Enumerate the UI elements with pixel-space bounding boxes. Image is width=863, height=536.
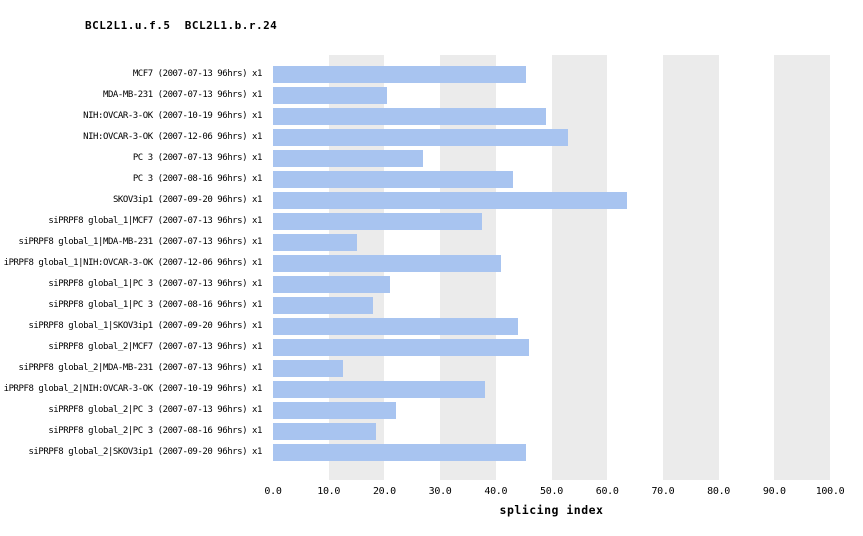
- x-axis-tick-label: 0.0: [264, 486, 282, 497]
- bar: [273, 191, 627, 209]
- bar: [273, 317, 519, 335]
- chart-title: BCL2L1.u.f.5 BCL2L1.b.r.24: [85, 19, 278, 32]
- y-axis-label: siPRPF8 global_2|MDA-MB-231 (2007-07-13 …: [18, 363, 263, 373]
- bar: [273, 149, 424, 167]
- grid-band: [774, 55, 830, 480]
- x-axis-title: splicing index: [499, 503, 604, 517]
- x-axis-tick-label: 80.0: [707, 486, 731, 497]
- x-axis-tick-label: 30.0: [428, 486, 452, 497]
- bar: [273, 86, 388, 104]
- x-axis-tick-label: 100.0: [815, 486, 845, 497]
- grid-band: [662, 55, 719, 480]
- bar: [273, 128, 569, 146]
- y-axis-label: PC 3 (2007-07-13 96hrs) x1: [132, 153, 263, 163]
- y-axis-label: NIH:OVCAR-3-OK (2007-12-06 96hrs) x1: [83, 132, 262, 142]
- grid-band: [551, 55, 608, 480]
- bar: [273, 65, 527, 83]
- y-axis-label: iPRPF8 global_2|NIH:OVCAR-3-OK (2007-10-…: [3, 384, 263, 394]
- bar: [273, 296, 374, 314]
- x-axis-tick-label: 20.0: [372, 486, 396, 497]
- bar: [273, 422, 377, 440]
- y-axis-label: siPRPF8 global_2|MCF7 (2007-07-13 96hrs)…: [48, 342, 262, 352]
- y-axis-label: MDA-MB-231 (2007-07-13 96hrs) x1: [103, 90, 262, 100]
- bar: [273, 254, 502, 272]
- bar: [273, 212, 482, 230]
- x-axis-tick-label: 90.0: [762, 486, 786, 497]
- y-axis-label: siPRPF8 global_1|MCF7 (2007-07-13 96hrs)…: [48, 216, 262, 226]
- y-axis-label: MCF7 (2007-07-13 96hrs) x1: [132, 69, 263, 79]
- y-axis-label: iPRPF8 global_1|NIH:OVCAR-3-OK (2007-12-…: [3, 258, 263, 268]
- bar: [273, 338, 530, 356]
- x-axis-tick-label: 40.0: [484, 486, 508, 497]
- x-axis-tick-label: 50.0: [540, 486, 563, 497]
- bar: [273, 401, 396, 419]
- y-axis-label: siPRPF8 global_1|MDA-MB-231 (2007-07-13 …: [18, 237, 263, 247]
- bar: [273, 275, 390, 293]
- bar: [273, 107, 546, 125]
- x-axis-tick-label: 70.0: [651, 486, 675, 497]
- bar: [273, 233, 357, 251]
- y-axis-label: siPRPF8 global_2|PC 3 (2007-08-16 96hrs)…: [48, 426, 262, 436]
- plot-area: [273, 55, 830, 480]
- y-axis-label: NIH:OVCAR-3-OK (2007-10-19 96hrs) x1: [83, 111, 262, 121]
- bar: [273, 380, 485, 398]
- x-axis-tick-label: 10.0: [317, 486, 341, 497]
- bar: [273, 443, 527, 461]
- y-axis-label: PC 3 (2007-08-16 96hrs) x1: [132, 174, 263, 184]
- y-axis-label: siPRPF8 global_1|PC 3 (2007-08-16 96hrs)…: [48, 300, 262, 310]
- bar: [273, 170, 513, 188]
- x-axis-tick-label: 60.0: [595, 486, 619, 497]
- y-axis-label: siPRPF8 global_1|PC 3 (2007-07-13 96hrs)…: [48, 279, 262, 289]
- bar: [273, 359, 343, 377]
- y-axis-label: siPRPF8 global_1|SKOV3ip1 (2007-09-20 96…: [28, 321, 262, 331]
- y-axis-label: siPRPF8 global_2|PC 3 (2007-07-13 96hrs)…: [48, 405, 262, 415]
- y-axis-label: siPRPF8 global_2|SKOV3ip1 (2007-09-20 96…: [28, 447, 262, 457]
- y-axis-label: SKOV3ip1 (2007-09-20 96hrs) x1: [112, 195, 263, 205]
